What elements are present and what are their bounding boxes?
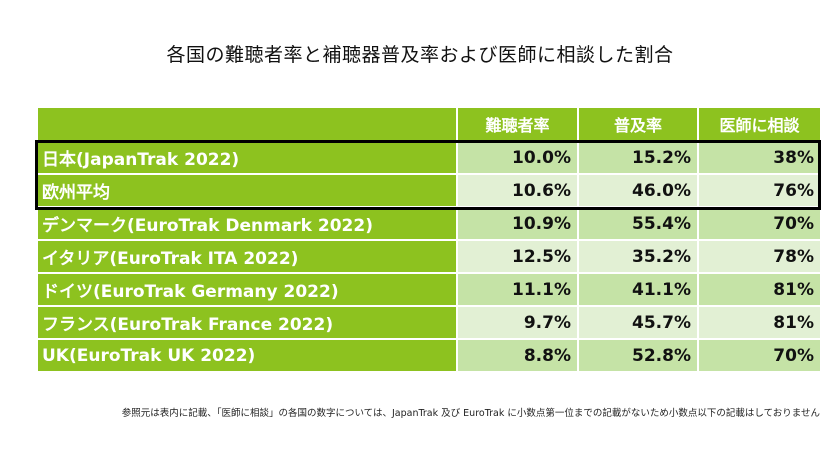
- row-label: フランス(EuroTrak France 2022): [38, 307, 456, 338]
- cell-consulted-doctor: 81%: [699, 307, 820, 338]
- cell-consulted-doctor: 78%: [699, 241, 820, 272]
- cell-consulted-doctor: 70%: [699, 340, 820, 371]
- table-row: 欧州平均 10.6% 46.0% 76%: [38, 175, 820, 206]
- row-label: デンマーク(EuroTrak Denmark 2022): [38, 208, 456, 239]
- cell-consulted-doctor: 38%: [699, 142, 820, 173]
- cell-hearing-loss-rate: 10.9%: [458, 208, 577, 239]
- cell-adoption-rate: 55.4%: [579, 208, 697, 239]
- cell-adoption-rate: 46.0%: [579, 175, 697, 206]
- data-table: 難聴者率 普及率 医師に相談 日本(JapanTrak 2022) 10.0% …: [36, 106, 822, 373]
- header-cell-hearing-loss-rate: 難聴者率: [458, 108, 577, 140]
- cell-adoption-rate: 52.8%: [579, 340, 697, 371]
- cell-consulted-doctor: 81%: [699, 274, 820, 305]
- table-row: デンマーク(EuroTrak Denmark 2022) 10.9% 55.4%…: [38, 208, 820, 239]
- header-cell-blank: [38, 108, 456, 140]
- row-label: UK(EuroTrak UK 2022): [38, 340, 456, 371]
- table-row: フランス(EuroTrak France 2022) 9.7% 45.7% 81…: [38, 307, 820, 338]
- cell-adoption-rate: 35.2%: [579, 241, 697, 272]
- row-label: イタリア(EuroTrak ITA 2022): [38, 241, 456, 272]
- cell-adoption-rate: 15.2%: [579, 142, 697, 173]
- row-label: 欧州平均: [38, 175, 456, 206]
- source-note: 参照元は表内に記載、「医師に相談」の各国の数字については、JapanTrak 及…: [121, 408, 820, 419]
- table-row: 日本(JapanTrak 2022) 10.0% 15.2% 38%: [38, 142, 820, 173]
- cell-hearing-loss-rate: 9.7%: [458, 307, 577, 338]
- header-cell-adoption-rate: 普及率: [579, 108, 697, 140]
- cell-consulted-doctor: 76%: [699, 175, 820, 206]
- cell-hearing-loss-rate: 10.6%: [458, 175, 577, 206]
- cell-hearing-loss-rate: 11.1%: [458, 274, 577, 305]
- cell-consulted-doctor: 70%: [699, 208, 820, 239]
- table-row: UK(EuroTrak UK 2022) 8.8% 52.8% 70%: [38, 340, 820, 371]
- table-header-row: 難聴者率 普及率 医師に相談: [38, 108, 820, 140]
- cell-hearing-loss-rate: 10.0%: [458, 142, 577, 173]
- cell-adoption-rate: 41.1%: [579, 274, 697, 305]
- row-label: 日本(JapanTrak 2022): [38, 142, 456, 173]
- table-row: イタリア(EuroTrak ITA 2022) 12.5% 35.2% 78%: [38, 241, 820, 272]
- table-row: ドイツ(EuroTrak Germany 2022) 11.1% 41.1% 8…: [38, 274, 820, 305]
- row-label: ドイツ(EuroTrak Germany 2022): [38, 274, 456, 305]
- cell-hearing-loss-rate: 12.5%: [458, 241, 577, 272]
- cell-adoption-rate: 45.7%: [579, 307, 697, 338]
- chart-title: 各国の難聴者率と補聴器普及率および医師に相談した割合: [166, 44, 674, 66]
- cell-hearing-loss-rate: 8.8%: [458, 340, 577, 371]
- header-cell-consulted-doctor: 医師に相談: [699, 108, 820, 140]
